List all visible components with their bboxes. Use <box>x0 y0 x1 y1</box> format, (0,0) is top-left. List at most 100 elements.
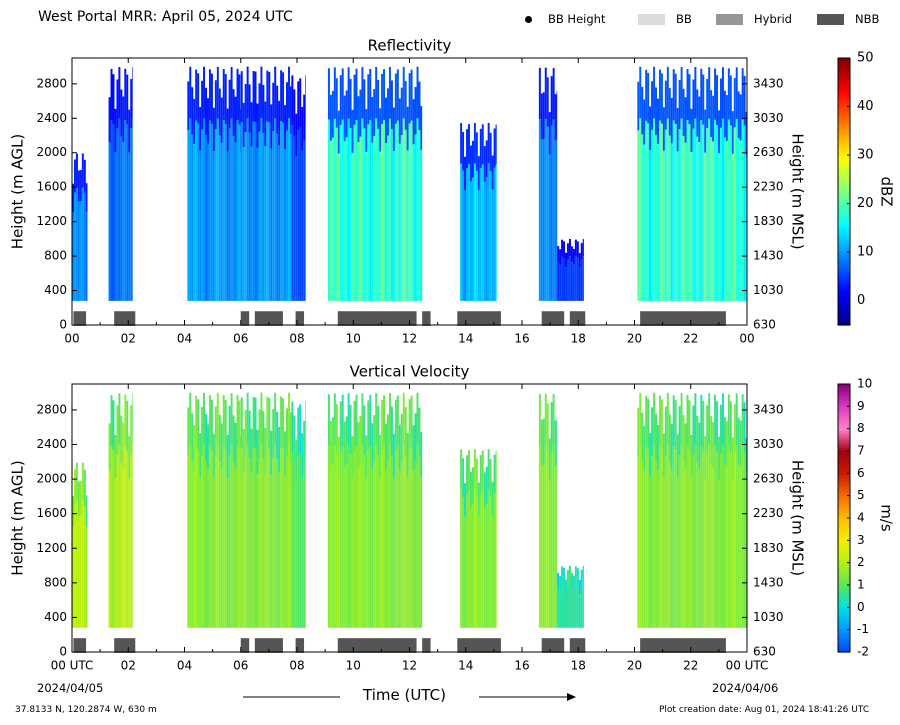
y2-tick-label: 2630 <box>753 472 784 486</box>
colorbar-cell <box>838 176 850 180</box>
cloud-cell <box>706 128 709 301</box>
cloud-cell <box>299 127 302 301</box>
colorbar-cell <box>838 413 850 417</box>
cloud-cell <box>696 462 699 628</box>
colorbar-cell <box>838 527 850 531</box>
cloud-cell <box>195 446 198 628</box>
cloud-cell <box>544 445 547 628</box>
cloud-cell <box>721 118 724 301</box>
cloud-cell <box>565 252 567 268</box>
cloud-cell <box>335 453 338 628</box>
cloud-cell <box>282 449 285 628</box>
cloud-cell <box>387 88 389 136</box>
colorbar <box>838 58 850 326</box>
colorbar-cell <box>838 99 850 103</box>
cloud-cell <box>641 134 644 301</box>
colorbar-cell <box>838 150 850 154</box>
cloud-cell <box>473 449 476 490</box>
bb-height-dot-icon <box>525 15 532 23</box>
colorbar-cell <box>838 74 850 79</box>
cloud-cell <box>550 76 553 126</box>
cloud-cell <box>414 460 417 628</box>
cloud-cell <box>574 256 577 301</box>
cloud-cell <box>195 69 198 121</box>
cloud-cell <box>379 108 382 152</box>
cloud-cell <box>240 448 243 628</box>
colorbar-cell <box>838 515 850 519</box>
colorbar-cell <box>838 172 850 176</box>
cloud-cell <box>735 67 738 119</box>
colorbar-cell <box>838 281 850 285</box>
cloud-cell <box>702 124 705 301</box>
cloud-cell <box>365 152 368 301</box>
colorbar-cell <box>838 479 850 483</box>
cloud-cell <box>556 417 558 465</box>
cloud-cell <box>741 394 744 446</box>
cloud-data-group <box>72 66 747 301</box>
cloud-cell <box>469 507 472 628</box>
cloud-cell <box>212 151 215 301</box>
cloud-cell <box>250 146 253 301</box>
cloud-cell <box>554 466 557 628</box>
cloud-cell <box>201 406 204 456</box>
colorbar-tick-label: 9 <box>857 399 865 413</box>
cloud-cell <box>130 128 133 301</box>
cloud-cell <box>254 122 257 301</box>
cloud-cell <box>651 407 654 457</box>
cloud-cell <box>576 584 579 628</box>
cloud-cell <box>252 121 255 301</box>
cloud-cell <box>375 118 378 301</box>
cloud-cell <box>718 110 720 154</box>
cloud-cell <box>743 402 746 453</box>
cloud-cell <box>565 594 567 628</box>
legend-bb-height: BB Height <box>525 12 605 26</box>
colorbar-cell <box>838 257 850 261</box>
colorbar-cell <box>838 162 850 166</box>
cloud-cell <box>475 170 478 301</box>
cloud-cell <box>394 123 397 301</box>
cloud-cell <box>658 446 661 628</box>
cloud-cell <box>126 124 129 301</box>
cloud-cell <box>110 68 113 121</box>
cloud-cell <box>224 124 227 301</box>
cloud-cell <box>72 527 74 628</box>
cloud-cell <box>199 107 202 151</box>
cloud-cell <box>649 476 652 628</box>
cloud-cell <box>272 408 275 458</box>
cloud-cell <box>329 420 332 468</box>
cloud-cell <box>570 573 573 589</box>
cloud-cell <box>210 73 213 124</box>
cloud-cell <box>337 153 340 301</box>
cloud-cell <box>122 468 125 628</box>
legend-label: BB <box>676 12 692 26</box>
cloud-cell <box>226 478 229 628</box>
cloud-cell <box>122 422 125 469</box>
cloud-cell <box>568 256 571 301</box>
cloud-cell <box>692 454 695 628</box>
cloud-cell <box>710 137 713 301</box>
cloud-cell <box>735 445 738 628</box>
cloud-cell <box>254 397 257 449</box>
cloud-cell <box>563 567 566 585</box>
cloud-cell <box>305 451 306 628</box>
cloud-cell <box>416 118 419 301</box>
cloud-cell <box>731 111 734 154</box>
cloud-cell <box>222 120 225 301</box>
cloud-cell <box>124 119 127 301</box>
cloud-cell <box>369 68 372 121</box>
cloud-cell <box>216 118 219 301</box>
cloud-cell <box>721 67 724 119</box>
cloud-cell <box>383 69 386 121</box>
cloud-cell <box>714 68 717 120</box>
colorbar-cell <box>838 493 850 497</box>
cloud-cell <box>468 490 470 628</box>
cloud-cell <box>639 392 642 445</box>
cloud-cell <box>254 448 257 628</box>
colorbar-cell <box>838 418 850 422</box>
colorbar-cell <box>838 206 850 210</box>
cloud-cell <box>580 243 583 260</box>
y-tick-label: 400 <box>44 610 67 624</box>
cloud-cell <box>471 177 474 301</box>
x-tick-label: 20 <box>627 332 642 346</box>
cloud-cell <box>493 454 496 495</box>
